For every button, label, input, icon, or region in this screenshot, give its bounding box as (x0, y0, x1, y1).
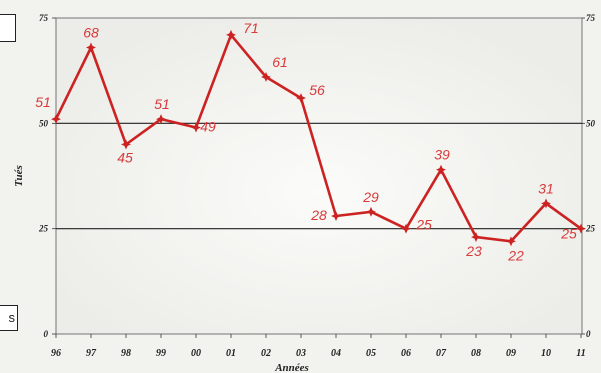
data-point-96 (51, 114, 61, 125)
series-line (54, 32, 582, 243)
y-tick-label-right: 75 (586, 13, 596, 23)
data-label-10: 31 (538, 180, 554, 196)
data-point-01 (226, 29, 236, 40)
x-tick-label-04: 04 (331, 348, 341, 359)
data-point-10 (541, 198, 551, 209)
x-tick-label-03: 03 (296, 348, 306, 359)
x-tick-label-10: 10 (541, 348, 551, 359)
data-point-07 (436, 164, 446, 175)
x-tick-label-11: 11 (576, 348, 585, 359)
cropped-legend-text: s (8, 310, 16, 325)
data-label-02: 61 (272, 54, 288, 70)
x-tick-label-02: 02 (261, 348, 271, 359)
x-tick-label-07: 07 (436, 348, 447, 359)
y-tick-label-left: 0 (44, 329, 49, 339)
data-label-97: 68 (83, 24, 99, 40)
data-label-05: 29 (362, 189, 379, 205)
y-tick-label-left: 50 (39, 118, 49, 128)
x-tick-label-97: 97 (86, 348, 97, 359)
y-axis-title: Tués (13, 165, 25, 187)
x-axis-title: Années (274, 362, 309, 373)
data-point-98 (121, 139, 131, 150)
data-point-06 (401, 223, 411, 234)
x-tick-label-01: 01 (226, 348, 236, 359)
plot-area (55, 17, 583, 335)
data-point-09 (506, 236, 516, 247)
data-label-07: 39 (434, 147, 450, 163)
data-label-99: 51 (154, 96, 170, 112)
data-label-03: 56 (309, 82, 325, 98)
y-tick-label-right: 25 (585, 224, 596, 234)
y-tick-label-right: 0 (586, 329, 591, 339)
data-point-99 (156, 114, 166, 125)
data-label-00: 49 (200, 119, 216, 135)
data-point-08 (471, 232, 481, 243)
data-label-11: 25 (560, 226, 577, 242)
data-point-05 (366, 206, 376, 217)
y-tick-label-right: 50 (586, 118, 596, 128)
x-tick-label-06: 06 (401, 348, 411, 359)
data-label-06: 25 (415, 217, 432, 233)
data-point-03 (296, 93, 306, 103)
data-point-02 (261, 72, 271, 82)
x-tick-label-96: 96 (51, 348, 61, 359)
cropped-legend-box-top (0, 14, 16, 42)
x-tick-label-08: 08 (471, 348, 481, 359)
data-label-98: 45 (117, 149, 133, 165)
data-point-97 (86, 42, 96, 53)
data-label-04: 28 (310, 207, 327, 223)
x-tick-label-09: 09 (506, 348, 516, 359)
y-tick-label-left: 75 (39, 13, 49, 23)
data-point-00 (191, 122, 201, 133)
x-tick-label-05: 05 (366, 348, 376, 359)
data-label-09: 22 (507, 247, 524, 263)
x-tick-label-00: 00 (191, 348, 201, 359)
data-label-96: 51 (35, 94, 51, 110)
data-label-01: 71 (243, 20, 259, 36)
data-label-08: 23 (465, 243, 482, 259)
data-point-11 (576, 223, 586, 234)
x-tick-label-99: 99 (156, 348, 166, 359)
data-point-04 (331, 211, 341, 221)
x-tick-label-98: 98 (121, 348, 131, 359)
y-tick-label-left: 25 (38, 224, 49, 234)
cropped-legend-box-bottom: s (0, 305, 18, 331)
